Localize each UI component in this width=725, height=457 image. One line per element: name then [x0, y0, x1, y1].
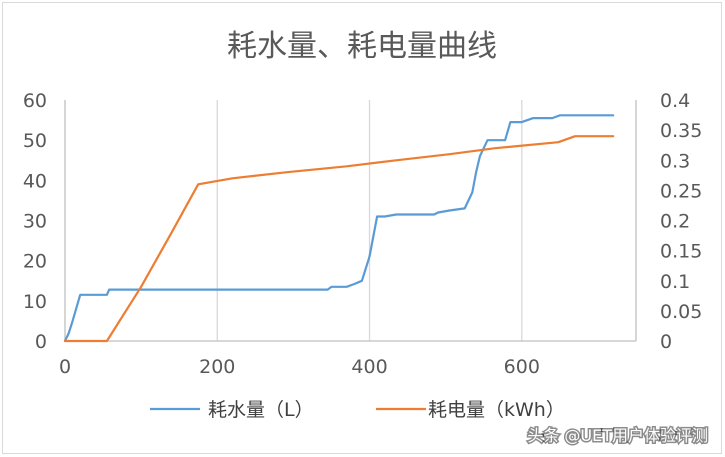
y2-tick-label: 0.15: [660, 241, 702, 263]
x-tick-label: 200: [199, 356, 235, 378]
x-tick-label: 600: [504, 356, 540, 378]
y-tick-label: 20: [23, 251, 47, 273]
y-tick-label: 30: [23, 211, 47, 233]
y2-tick-label: 0.05: [660, 301, 702, 323]
grid: [216, 100, 523, 341]
y-tick-label: 40: [23, 170, 47, 192]
y-tick-label: 0: [35, 331, 47, 353]
watermark: 头条 @UET用户体验评测: [526, 425, 710, 447]
y2-tick-label: 0.35: [660, 120, 702, 142]
x-tick-label: 400: [351, 356, 387, 378]
y-tick-label: 10: [23, 291, 47, 313]
chart-title: 耗水量、耗电量曲线: [227, 29, 497, 64]
tick-labels: 0 200 400 600010203040506000.050.10.150.20.…: [23, 90, 703, 378]
legend-label: 耗电量（kWh）: [428, 399, 565, 421]
y2-tick-label: 0.25: [660, 180, 702, 202]
y2-tick-label: 0.3: [660, 150, 690, 172]
series-line-electricity: [63, 135, 615, 343]
y-tick-label: 50: [23, 130, 47, 152]
y-tick-label: 60: [23, 90, 47, 112]
y2-tick-label: 0.2: [660, 211, 690, 233]
series-line-water: [63, 114, 615, 343]
legend: 耗水量（L） 耗电量（kWh）: [150, 399, 565, 421]
series-layer: [63, 114, 615, 343]
x-tick-label: 0: [59, 356, 71, 378]
y2-tick-label: 0: [660, 331, 672, 353]
watermark-text: 头条 @UET用户体验评测: [527, 426, 708, 445]
legend-label: 耗水量（L）: [208, 399, 314, 421]
axes: [64, 100, 637, 342]
y2-tick-label: 0.4: [660, 90, 690, 112]
y2-tick-label: 0.1: [660, 271, 690, 293]
